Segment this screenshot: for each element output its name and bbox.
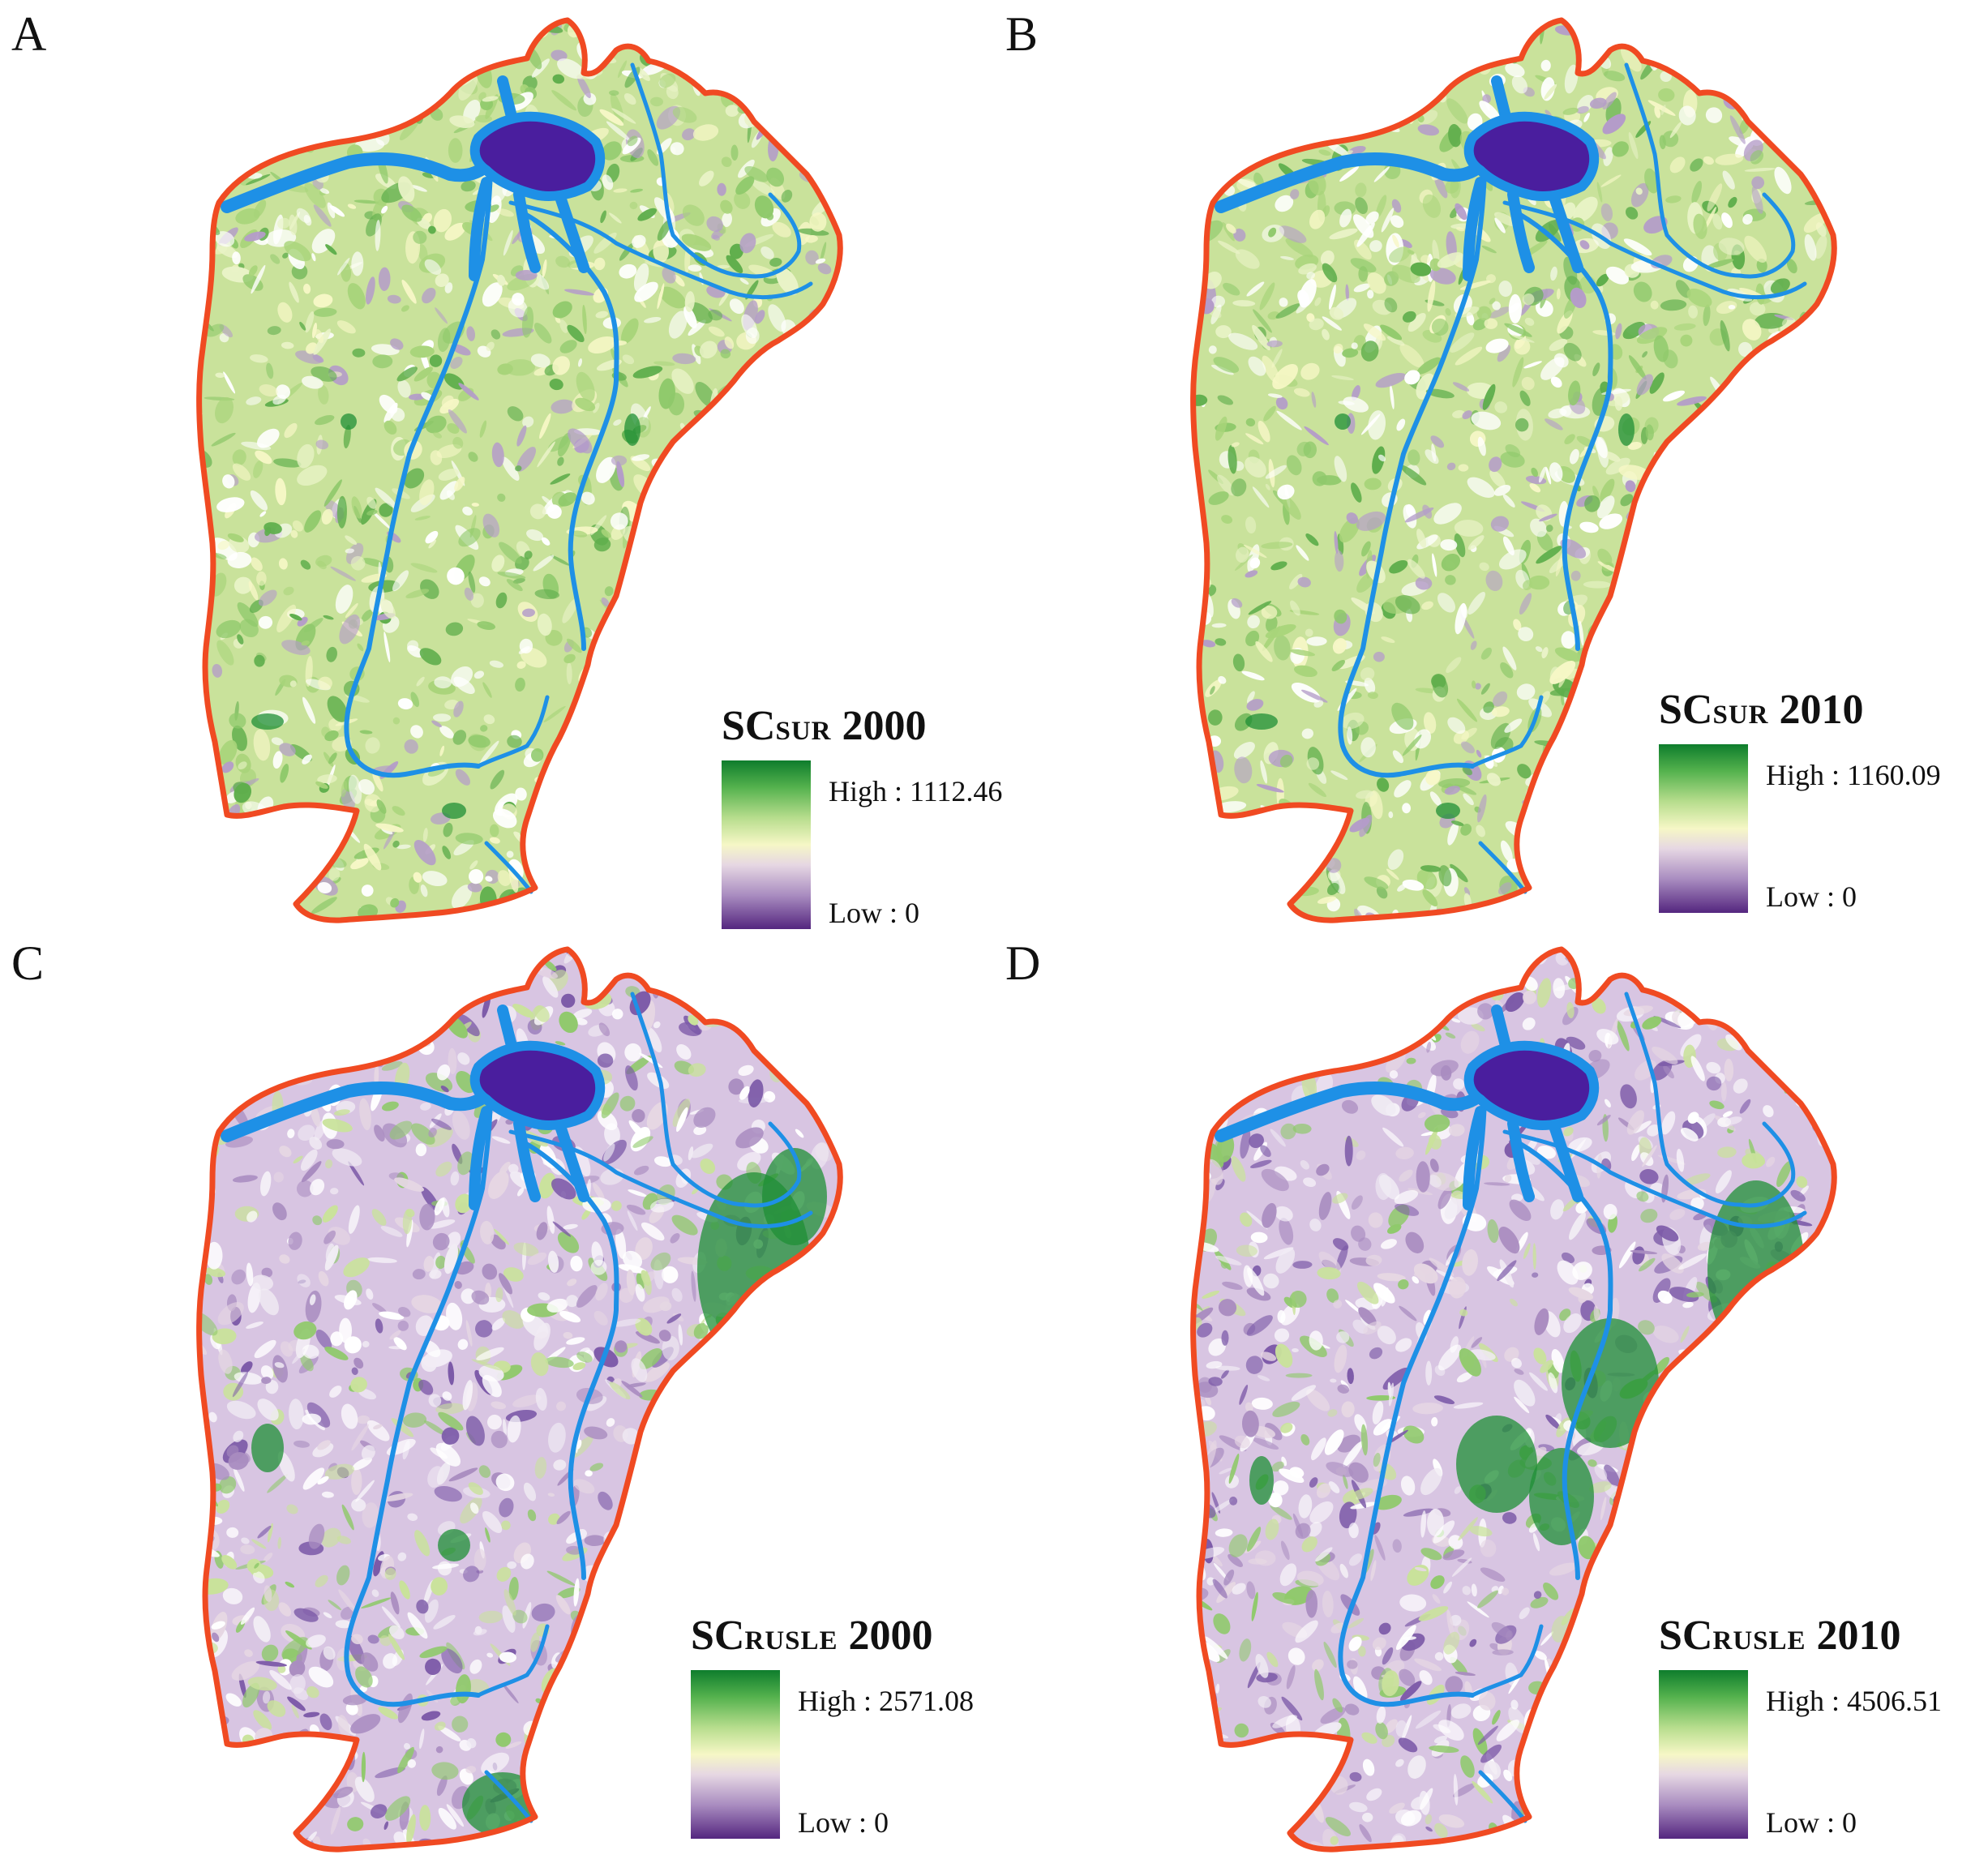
legend-high-label: High : 1112.46 — [829, 775, 1003, 807]
legend-color-ramp — [691, 1670, 780, 1839]
poyang-lake — [469, 111, 606, 201]
river — [1478, 1770, 1527, 1823]
poyang-lake — [1463, 111, 1600, 201]
map-c — [196, 946, 843, 1853]
river — [1478, 841, 1527, 894]
river — [1624, 62, 1796, 279]
rivers — [1215, 992, 1807, 1823]
map-b — [1190, 17, 1837, 923]
map-a — [196, 17, 843, 923]
legend-color-ramp — [722, 760, 811, 929]
river — [344, 1089, 493, 1707]
poyang-lake — [1463, 1040, 1600, 1130]
map-d — [1190, 946, 1837, 1853]
legend-color-ramp — [1659, 744, 1748, 913]
panel-label-b: B — [1005, 7, 1039, 61]
river — [1470, 1624, 1544, 1698]
river — [630, 62, 802, 279]
rivers — [1215, 62, 1807, 894]
panel-label-a: A — [11, 7, 47, 61]
river — [1215, 152, 1491, 213]
legend-high-label: High : 2571.08 — [798, 1685, 975, 1717]
river — [1338, 160, 1487, 778]
province-boundary — [196, 17, 843, 923]
river — [1470, 695, 1544, 769]
province-boundary — [1190, 946, 1837, 1853]
river — [1215, 1082, 1491, 1142]
map-panel-a: A SCSUR 2000 High : 1112.46 Low : 0 — [0, 0, 1002, 929]
poyang-lake — [469, 1040, 606, 1130]
legend-title-year: 2010 — [1816, 1613, 1901, 1659]
province-boundary — [1190, 17, 1837, 923]
map-panel-b: B SCSUR 2010 High : 1160.09 Low : 0 — [994, 0, 1988, 929]
river — [221, 152, 497, 213]
legend-title-main: SC — [691, 1613, 745, 1659]
legend-title-main: SC — [722, 703, 776, 749]
legend-title-a: SCSUR 2000 — [722, 705, 927, 747]
river — [344, 160, 493, 778]
legend-title-main: SC — [1659, 687, 1713, 733]
river — [476, 695, 550, 769]
river — [1624, 992, 1796, 1208]
legend-high-label: High : 1160.09 — [1766, 759, 1941, 791]
river — [630, 992, 802, 1208]
legend-title-sub: RUSLE — [1712, 1626, 1806, 1656]
province-boundary — [196, 946, 843, 1853]
river — [484, 1770, 533, 1823]
map-panel-d: D SCRUSLE 2010 High : 4506.51 Low : 0 — [994, 929, 1988, 1858]
map-panel-c: C SCRUSLE 2000 High : 2571.08 Low : 0 — [0, 929, 994, 1858]
river — [484, 841, 533, 894]
panel-label-d: D — [1005, 936, 1041, 990]
legend-title-year: 2010 — [1779, 687, 1864, 733]
panel-label-c: C — [11, 936, 45, 990]
river — [1510, 1137, 1613, 1580]
river — [221, 1082, 497, 1142]
legend-low-label: Low : 0 — [798, 1806, 889, 1839]
rivers — [221, 62, 813, 894]
rivers — [221, 992, 813, 1823]
legend-low-label: Low : 0 — [1766, 1806, 1857, 1839]
river — [1338, 1089, 1487, 1707]
legend-title-b: SCSUR 2010 — [1659, 689, 1864, 731]
legend-title-sub: SUR — [1712, 700, 1769, 730]
river — [516, 208, 619, 651]
legend-title-sub: RUSLE — [744, 1626, 838, 1656]
legend-low-label: Low : 0 — [829, 897, 919, 929]
legend-low-label: Low : 0 — [1766, 880, 1857, 913]
river — [516, 1137, 619, 1580]
legend-title-d: SCRUSLE 2010 — [1659, 1615, 1901, 1657]
legend-title-sub: SUR — [775, 717, 832, 746]
legend-title-main: SC — [1659, 1613, 1713, 1659]
legend-high-label: High : 4506.51 — [1766, 1685, 1943, 1717]
river — [476, 1624, 550, 1698]
legend-title-c: SCRUSLE 2000 — [691, 1615, 933, 1657]
river — [1510, 208, 1613, 651]
legend-title-year: 2000 — [848, 1613, 933, 1659]
legend-title-year: 2000 — [842, 703, 927, 749]
legend-color-ramp — [1659, 1670, 1748, 1839]
